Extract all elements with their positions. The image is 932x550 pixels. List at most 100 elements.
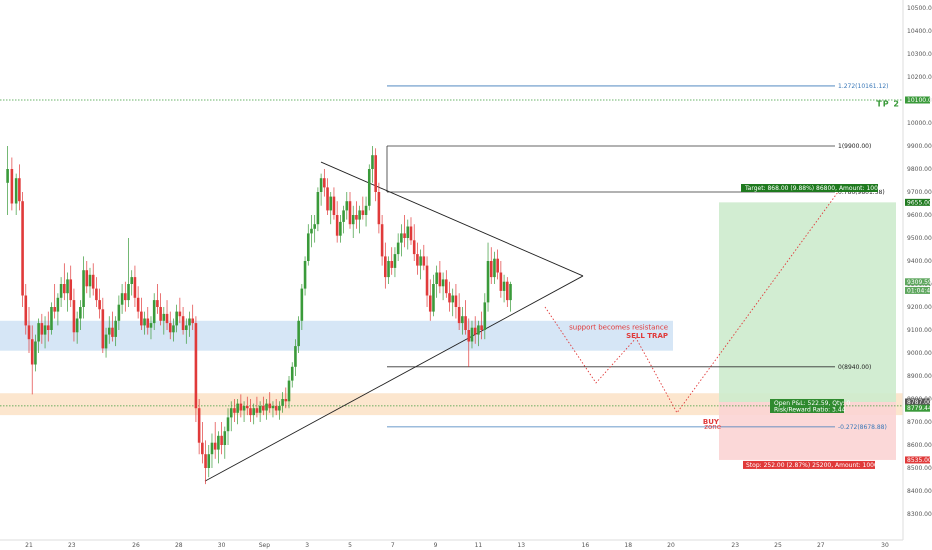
candle-body [6,169,9,183]
price-tick-label: 10500.00 [907,5,932,12]
candle-body [14,178,18,204]
candle-body [133,277,137,298]
candle-body [236,403,239,413]
fib-label-1272: 1.272(10161.12) [838,83,889,90]
candle-body [229,408,233,418]
candle-body [329,196,333,211]
candle-body [374,155,377,192]
candles-layer [6,146,512,485]
candle-body [34,341,37,365]
candle-body [371,155,374,169]
candle-body [152,300,156,324]
time-tick-label: 25 [774,542,782,549]
candle-body [306,233,310,261]
annotations-layer: 1(9900.00) 0.786(9801.58) 0(8940.00) 1.272(… [569,83,900,469]
candle-body [473,327,477,335]
candle-body [303,261,307,289]
target-label: Target: 868.00 (9.88%) 86800, Amount: 10… [744,185,882,192]
price-tag-label: 01:04:44 [907,287,932,294]
candle-body [451,295,455,303]
candle-body [387,261,390,278]
candle-body [403,233,406,238]
tp2-annotation: TP 2 [876,100,900,109]
candle-body [502,281,506,291]
candle-body [172,325,175,333]
stop-label: Stop: 252.00 (2.87%) 25200, Amount: 1000 [746,462,878,469]
candle-body [159,307,162,321]
time-tick-label: 27 [817,542,825,549]
price-axis[interactable]: 8300.008400.008500.008600.008700.008800.… [902,0,932,540]
candle-body [445,279,448,294]
candle-body [24,295,28,326]
candle-body [82,270,85,307]
candle-body [290,366,294,381]
time-tick-label: 28 [175,542,183,549]
candle-body [120,293,124,305]
candle-body [441,279,445,287]
candle-body [18,178,21,202]
price-tag-label: 10100.00 [907,97,932,104]
candle-body [412,240,416,255]
candle-body [156,300,159,307]
candle-body [380,224,384,257]
candle-body [30,339,34,365]
candle-body [165,313,169,324]
stop-label-box [743,460,875,469]
price-tick-label: 8300.00 [907,511,932,518]
candle-body [146,318,150,328]
candle-body [294,346,297,367]
candle-body [217,435,220,450]
candle-body [419,256,422,266]
time-axis[interactable]: 21 23 26 28 30 Sep 3 5 7 9 11 13 16 18 20 23 25 27 30 [0,539,903,549]
price-tick-label: 9900.00 [907,143,932,150]
candle-body [355,215,358,220]
sell-trap-annotation: SELL TRAP [626,332,668,340]
candle-body [130,277,134,284]
candle-body [127,284,130,301]
candle-body [393,254,397,268]
candle-body [107,327,111,335]
candle-body [66,279,69,294]
candle-body [348,201,352,225]
price-tag-label: 8787.00 [907,399,932,406]
price-tick-label: 9100.00 [907,327,932,334]
candle-body [59,284,63,298]
price-tick-label: 9200.00 [907,304,932,311]
resistance-annotation: support becomes resistance [569,324,668,332]
candle-body [140,311,143,326]
candle-body [390,261,394,268]
candle-body [297,320,300,347]
price-tag-label: 9655.00 [907,199,932,206]
candle-body [274,405,278,411]
price-tag-label: 9309.59 [907,279,932,286]
candle-body [467,330,471,342]
candle-body [56,297,60,312]
candle-body [117,304,121,321]
candle-body [175,311,178,326]
candle-body [88,274,92,287]
price-tag [905,96,930,104]
candle-body [428,295,432,312]
candle-body [213,442,217,450]
candle-body [85,270,89,287]
buy-annotation: BUY [703,418,720,426]
candle-body [351,215,355,225]
candle-body [432,284,435,312]
candle-body [409,226,413,241]
candle-body [499,272,503,291]
price-tick-label: 10400.00 [907,28,932,35]
candle-body [396,242,400,255]
candle-body [457,307,461,324]
candle-body [46,325,50,330]
price-tick-label: 8700.00 [907,419,932,426]
price-tick-label: 8500.00 [907,465,932,472]
zone-annotation: zone [704,423,721,431]
time-tick-label: 7 [391,542,395,549]
candle-body [358,210,361,220]
target-label-box [741,184,878,192]
candle-body [69,279,73,301]
candle-body [43,325,47,335]
candle-body [162,313,166,321]
drawings-layer [0,85,903,482]
